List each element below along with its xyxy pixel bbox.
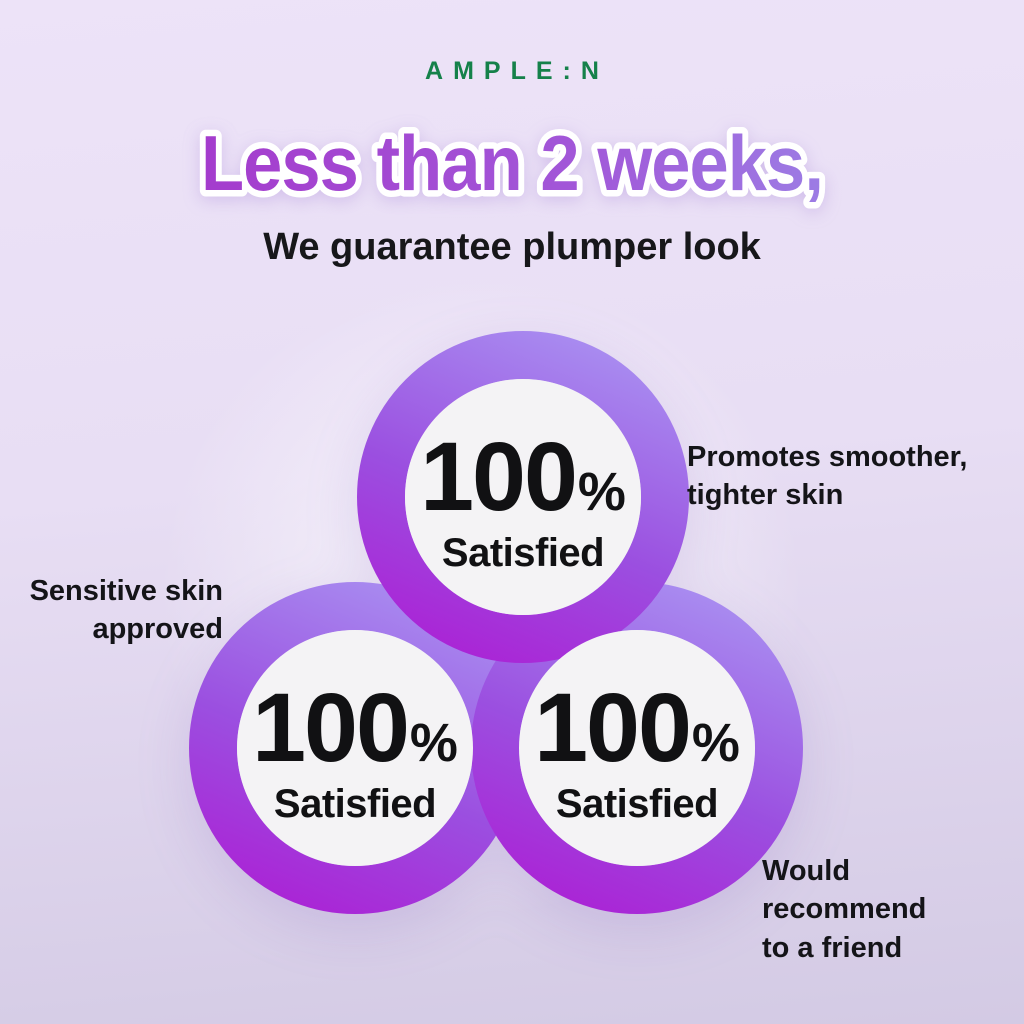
annotation-recommend-line1: Would recommend xyxy=(762,855,927,926)
stat-top: 100% Satisfied xyxy=(403,428,643,576)
ring-top-inner-disc xyxy=(405,379,641,615)
stat-top-number: 100 xyxy=(420,422,578,531)
stat-bottom-left-label: Satisfied xyxy=(273,782,437,826)
ring-bottom-right-inner-disc xyxy=(519,630,755,866)
stat-bottom-right-label: Satisfied xyxy=(555,782,719,826)
brand-logo: AMPLE:N xyxy=(425,57,609,85)
annotation-sensitive-line1: Sensitive skin xyxy=(29,575,223,607)
stat-bottom-left-value: 100% xyxy=(235,679,475,776)
stat-top-label: Satisfied xyxy=(441,531,605,575)
annotation-recommend-line2: to a friend xyxy=(762,931,903,964)
stat-bottom-left-number: 100 xyxy=(252,673,410,782)
stat-bottom-left-percent-sign: % xyxy=(409,713,458,773)
annotation-would-recommend: Would recommend to a friend xyxy=(762,852,1017,967)
annotation-promotes-smoother: Promotes smoother, tighter skin xyxy=(687,438,997,515)
stat-bottom-right-value: 100% xyxy=(517,679,757,776)
annotation-sensitive-skin: Sensitive skin approved xyxy=(18,572,223,649)
annotation-sensitive-line2: approved xyxy=(92,613,223,646)
ring-top xyxy=(357,331,689,663)
stat-bottom-right: 100% Satisfied xyxy=(517,679,757,827)
headline-text: Less than 2 weeks, xyxy=(201,119,823,207)
subheadline-text: We guarantee plumper look xyxy=(263,226,761,268)
ring-bottom-left-inner-disc xyxy=(237,630,473,866)
stat-bottom-right-percent-sign: % xyxy=(691,713,740,773)
stat-top-percent-sign: % xyxy=(577,462,626,522)
annotation-promotes-line1: Promotes smoother, xyxy=(687,441,968,473)
headline-graphic: Less than 2 weeks, xyxy=(195,113,831,214)
stat-bottom-left: 100% Satisfied xyxy=(235,679,475,827)
annotation-promotes-line2: tighter skin xyxy=(687,479,844,512)
stat-bottom-right-number: 100 xyxy=(534,673,692,782)
stat-top-value: 100% xyxy=(403,428,643,525)
